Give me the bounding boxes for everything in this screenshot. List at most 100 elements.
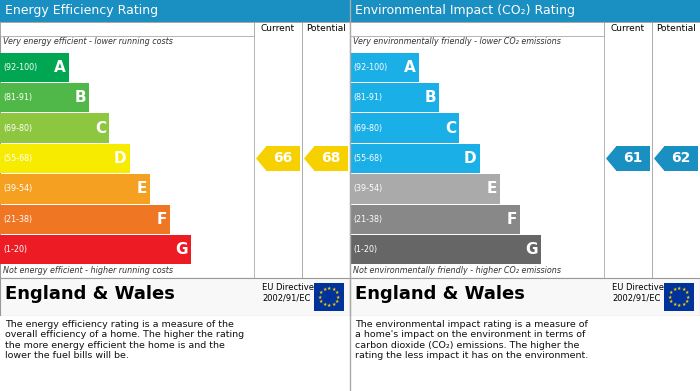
Bar xyxy=(267,146,300,171)
Bar xyxy=(652,22,700,278)
Text: ★: ★ xyxy=(685,299,689,304)
Bar xyxy=(350,235,540,264)
Text: Current: Current xyxy=(261,24,295,33)
Bar xyxy=(0,113,109,143)
Text: Not environmentally friendly - higher CO₂ emissions: Not environmentally friendly - higher CO… xyxy=(353,266,561,275)
Bar xyxy=(350,0,700,22)
Text: E: E xyxy=(136,181,147,196)
Text: (39-54): (39-54) xyxy=(3,185,32,194)
Text: G: G xyxy=(525,242,538,257)
Text: ★: ★ xyxy=(336,294,340,300)
Bar xyxy=(0,22,350,278)
Text: G: G xyxy=(175,242,188,257)
Bar xyxy=(350,113,459,143)
Text: Energy Efficiency Rating: Energy Efficiency Rating xyxy=(5,4,158,17)
Text: The environmental impact rating is a measure of
a home's impact on the environme: The environmental impact rating is a mea… xyxy=(355,320,588,360)
Text: Current: Current xyxy=(611,24,645,33)
Text: Environmental Impact (CO₂) Rating: Environmental Impact (CO₂) Rating xyxy=(355,4,575,17)
Text: ★: ★ xyxy=(672,287,677,292)
Text: (39-54): (39-54) xyxy=(353,185,382,194)
Bar xyxy=(302,22,350,278)
Bar xyxy=(0,83,89,112)
Text: Very environmentally friendly - lower CO₂ emissions: Very environmentally friendly - lower CO… xyxy=(353,37,561,46)
Text: ★: ★ xyxy=(327,285,331,291)
Text: ★: ★ xyxy=(668,294,672,300)
Text: ★: ★ xyxy=(686,294,690,300)
Text: (1-20): (1-20) xyxy=(353,245,377,254)
Bar xyxy=(0,53,69,82)
Text: England & Wales: England & Wales xyxy=(5,285,175,303)
Text: ★: ★ xyxy=(669,290,673,295)
Text: (69-80): (69-80) xyxy=(353,124,382,133)
Bar xyxy=(350,144,480,173)
Bar xyxy=(350,22,700,278)
Text: (55-68): (55-68) xyxy=(3,154,32,163)
Bar xyxy=(350,205,520,234)
Text: ★: ★ xyxy=(677,285,681,291)
Bar xyxy=(0,278,350,316)
Text: EU Directive
2002/91/EC: EU Directive 2002/91/EC xyxy=(612,283,664,302)
Text: ★: ★ xyxy=(685,290,689,295)
Text: ★: ★ xyxy=(322,302,327,307)
Text: D: D xyxy=(114,151,127,166)
Text: 68: 68 xyxy=(321,151,341,165)
Text: A: A xyxy=(404,60,416,75)
Text: ★: ★ xyxy=(327,303,331,308)
Bar xyxy=(314,146,348,171)
Bar xyxy=(0,174,150,204)
Text: C: C xyxy=(445,120,456,136)
Text: ★: ★ xyxy=(319,290,323,295)
Bar xyxy=(664,283,694,311)
Text: EU Directive
2002/91/EC: EU Directive 2002/91/EC xyxy=(262,283,314,302)
Text: F: F xyxy=(157,212,167,227)
Polygon shape xyxy=(654,146,664,171)
Text: Very energy efficient - lower running costs: Very energy efficient - lower running co… xyxy=(3,37,173,46)
Bar xyxy=(0,0,350,22)
Text: ★: ★ xyxy=(319,299,323,304)
Text: Potential: Potential xyxy=(306,24,346,33)
Text: C: C xyxy=(95,120,106,136)
Text: ★: ★ xyxy=(669,299,673,304)
Text: ★: ★ xyxy=(331,287,336,292)
Text: England & Wales: England & Wales xyxy=(355,285,525,303)
Polygon shape xyxy=(256,146,267,171)
Bar xyxy=(314,283,344,311)
Text: B: B xyxy=(74,90,86,105)
Text: 62: 62 xyxy=(671,151,691,165)
Bar xyxy=(350,174,500,204)
Polygon shape xyxy=(606,146,617,171)
Text: ★: ★ xyxy=(677,303,681,308)
Text: (21-38): (21-38) xyxy=(3,215,32,224)
Text: ★: ★ xyxy=(681,287,686,292)
Bar xyxy=(350,316,700,391)
Text: The energy efficiency rating is a measure of the
overall efficiency of a home. T: The energy efficiency rating is a measur… xyxy=(5,320,244,360)
Text: Potential: Potential xyxy=(656,24,696,33)
Bar xyxy=(254,22,302,278)
Text: (92-100): (92-100) xyxy=(3,63,37,72)
Text: (69-80): (69-80) xyxy=(3,124,32,133)
Text: A: A xyxy=(54,60,66,75)
Text: (55-68): (55-68) xyxy=(353,154,382,163)
Text: 66: 66 xyxy=(274,151,293,165)
Text: ★: ★ xyxy=(318,294,322,300)
Bar xyxy=(350,22,604,36)
Text: (92-100): (92-100) xyxy=(353,63,387,72)
Text: ★: ★ xyxy=(335,299,339,304)
Bar xyxy=(350,83,439,112)
Polygon shape xyxy=(304,146,314,171)
Text: ★: ★ xyxy=(681,302,686,307)
Text: ★: ★ xyxy=(331,302,336,307)
Bar xyxy=(617,146,650,171)
Bar xyxy=(0,144,130,173)
Text: E: E xyxy=(486,181,497,196)
Text: F: F xyxy=(507,212,517,227)
Text: ★: ★ xyxy=(672,302,677,307)
Text: Not energy efficient - higher running costs: Not energy efficient - higher running co… xyxy=(3,266,173,275)
Bar xyxy=(664,146,698,171)
Bar xyxy=(0,235,190,264)
Text: (21-38): (21-38) xyxy=(353,215,382,224)
Bar xyxy=(604,22,652,278)
Text: ★: ★ xyxy=(322,287,327,292)
Text: ★: ★ xyxy=(335,290,339,295)
Text: (81-91): (81-91) xyxy=(3,93,32,102)
